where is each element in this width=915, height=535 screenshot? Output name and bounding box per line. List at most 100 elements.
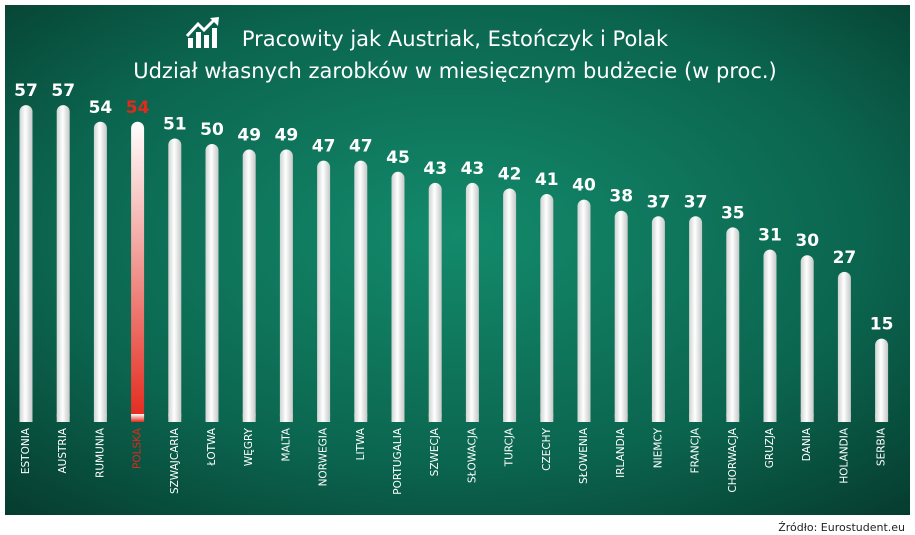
- bar: [317, 160, 331, 422]
- bar: [465, 182, 479, 422]
- bar: [168, 138, 182, 422]
- chart-subtitle: Udział własnych zarobków w miesięcznym b…: [133, 59, 777, 83]
- bar-foot: [614, 414, 628, 422]
- bar: [354, 160, 368, 422]
- bar: [428, 182, 442, 422]
- value-label: 27: [833, 248, 857, 268]
- x-tick-label: SŁOWENIA: [578, 427, 590, 484]
- x-tick-label: HOLANDIA: [838, 427, 850, 483]
- x-tick-label: FRANCJA: [690, 427, 702, 473]
- x-tick-label: WĘGRY: [243, 427, 255, 466]
- value-label: 30: [795, 231, 819, 251]
- bar-foot: [428, 414, 442, 422]
- x-tick-label: RUMUNIA: [94, 427, 106, 478]
- bar-foot: [391, 414, 405, 422]
- x-tick-label: SŁOWACJA: [466, 427, 478, 483]
- bar-foot: [205, 414, 219, 422]
- value-label: 47: [349, 137, 373, 157]
- value-label: 38: [609, 187, 633, 207]
- bar: [131, 121, 145, 422]
- value-label: 37: [647, 192, 671, 212]
- bar-foot: [242, 414, 256, 422]
- bar-foot: [800, 414, 814, 422]
- bar-foot: [93, 414, 107, 422]
- bar-foot: [168, 414, 182, 422]
- bar: [800, 255, 814, 422]
- bar: [19, 105, 33, 422]
- bar: [651, 216, 665, 422]
- x-tick-label: DANIA: [801, 427, 813, 461]
- bar-foot: [131, 414, 145, 422]
- x-tick-label: SZWAJCARIA: [169, 427, 181, 494]
- bar-foot: [875, 414, 889, 422]
- value-label: 51: [163, 114, 187, 134]
- x-tick-label: CZECHY: [541, 427, 553, 470]
- bar: [205, 144, 219, 422]
- x-tick-label: ŁOTWA: [206, 427, 218, 466]
- x-tick-label: GRUZJA: [764, 427, 776, 468]
- bar: [689, 216, 703, 422]
- background: [5, 5, 910, 515]
- x-tick-label: POLSKA: [132, 427, 144, 469]
- bar-foot: [540, 414, 554, 422]
- value-label: 54: [89, 98, 113, 118]
- bar-foot: [317, 414, 331, 422]
- source: Źródło: Eurostudent.eu: [778, 521, 905, 534]
- value-label: 35: [721, 203, 745, 223]
- bar: [763, 249, 777, 422]
- value-label: 57: [51, 81, 75, 101]
- value-label: 49: [275, 126, 299, 146]
- bar-foot: [56, 414, 70, 422]
- x-tick-label: NORWEGIA: [318, 427, 330, 486]
- bar-foot: [651, 414, 665, 422]
- value-label: 37: [684, 192, 708, 212]
- bar: [242, 149, 256, 422]
- x-tick-label: IRLANDIA: [615, 427, 627, 478]
- bar: [279, 149, 293, 422]
- bar: [837, 271, 851, 422]
- x-tick-label: PORTUGALIA: [392, 427, 404, 494]
- x-tick-label: SZWECJA: [429, 427, 441, 476]
- x-tick-label: MALTA: [280, 427, 292, 461]
- value-label: 45: [386, 148, 410, 168]
- bar-foot: [763, 414, 777, 422]
- bar: [540, 194, 554, 422]
- bar: [726, 227, 740, 422]
- bar-foot: [19, 414, 33, 422]
- value-label: 43: [461, 159, 485, 179]
- value-label: 31: [758, 226, 782, 246]
- x-tick-label: TURCJA: [504, 427, 516, 467]
- bar: [93, 121, 107, 422]
- bar-foot: [726, 414, 740, 422]
- x-tick-label: SERBIA: [876, 427, 888, 466]
- x-tick-label: AUSTRIA: [57, 427, 69, 473]
- x-tick-label: LITWA: [355, 427, 367, 460]
- x-tick-label: ESTONIA: [20, 427, 32, 474]
- x-tick-label: CHORWACJA: [727, 427, 739, 492]
- bar: [391, 171, 405, 422]
- x-tick-label: NIEMCY: [652, 427, 664, 468]
- bar: [875, 338, 889, 422]
- bar: [577, 199, 591, 422]
- value-label: 47: [312, 137, 336, 157]
- bar: [503, 188, 517, 422]
- value-label: 50: [200, 120, 224, 140]
- value-label: 42: [498, 164, 522, 184]
- title-icon: [185, 17, 219, 48]
- bar-foot: [465, 414, 479, 422]
- value-label: 43: [423, 159, 447, 179]
- value-label: 49: [237, 126, 261, 146]
- bar-foot: [279, 414, 293, 422]
- value-label: 15: [870, 315, 894, 335]
- chart-title: Pracowity jak Austriak, Estończyk i Pola…: [242, 27, 669, 51]
- bar-foot: [354, 414, 368, 422]
- bar-foot: [837, 414, 851, 422]
- bar: [56, 105, 70, 422]
- bar-foot: [689, 414, 703, 422]
- value-label: 54: [126, 98, 150, 118]
- bar-foot: [503, 414, 517, 422]
- value-label: 41: [535, 170, 559, 190]
- value-label: 57: [14, 81, 38, 101]
- bar-foot: [577, 414, 591, 422]
